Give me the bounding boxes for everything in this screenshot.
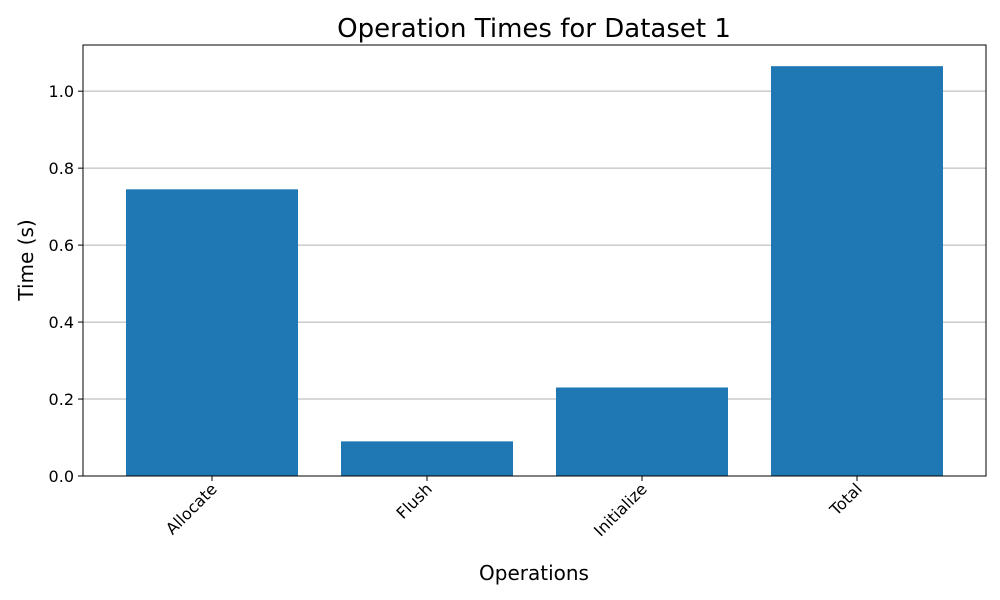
y-tick-label: 0.4 [49,313,74,332]
y-axis: 0.0 0.2 0.4 0.6 0.8 1.0 [49,82,83,486]
bars [126,66,943,477]
x-tick-label: Flush [393,479,436,522]
y-tick-label: 0.2 [49,390,74,409]
bar-allocate [126,189,298,476]
x-axis-title: Operations [479,561,589,585]
chart-title: Operation Times for Dataset 1 [337,14,731,44]
y-axis-title: Time (s) [14,219,38,301]
plot-frame [82,44,987,477]
x-tick-label: Allocate [162,479,221,538]
x-tick-label: Total [825,479,866,520]
y-tick-label: 1.0 [49,82,74,101]
y-tick-label: 0.6 [49,236,74,255]
bar-total [771,66,943,477]
bar-initialize [556,387,728,476]
x-axis: Allocate Flush Initialize Total [162,476,866,540]
x-tick-label: Initialize [590,479,651,540]
y-tick-label: 0.0 [49,467,74,486]
y-tick-label: 0.8 [49,159,74,178]
bar-flush [341,441,513,476]
